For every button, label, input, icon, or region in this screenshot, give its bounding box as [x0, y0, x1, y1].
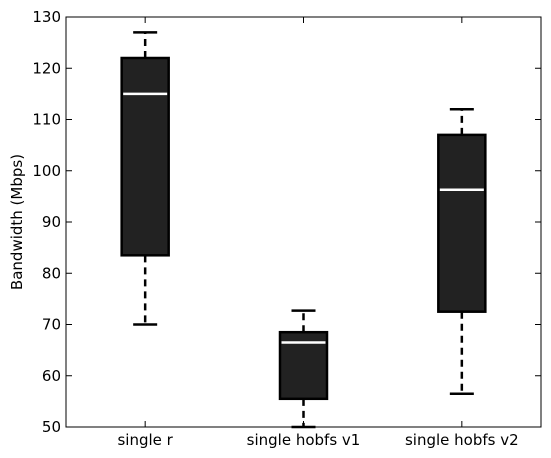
plot-frame: [65, 16, 542, 428]
box-iqr: [437, 133, 487, 313]
x-tick-label: single hobfs v2: [405, 431, 519, 449]
x-ticks: single r single hobfs v1 single hobfs v2: [117, 17, 519, 449]
boxes: [120, 31, 487, 429]
box-group: [437, 108, 487, 395]
x-tick-label: single r: [117, 431, 173, 449]
y-axis-label: Bandwidth (Mbps): [8, 154, 26, 290]
y-tick-label: 60: [42, 367, 61, 385]
box-group: [278, 309, 329, 429]
y-tick-label: 90: [42, 213, 61, 231]
y-tick-label: 100: [32, 162, 61, 180]
box-group: [120, 31, 170, 326]
y-tick-label: 80: [42, 264, 61, 282]
y-tick-label: 110: [32, 111, 61, 129]
box-iqr: [120, 56, 170, 257]
y-tick-label: 130: [32, 8, 61, 26]
x-tick-label: single hobfs v1: [247, 431, 361, 449]
y-tick-label: 50: [42, 418, 61, 436]
y-tick-label: 120: [32, 59, 61, 77]
y-tick-label: 70: [42, 316, 61, 334]
y-ticks: 50 60 70 80 90 100 110 120 130: [32, 8, 541, 436]
